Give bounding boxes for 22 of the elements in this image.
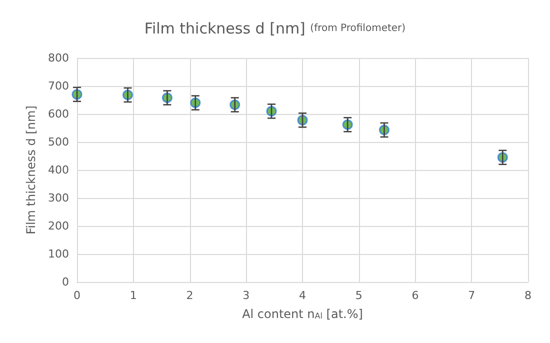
x-tick-label: 8 bbox=[524, 289, 532, 302]
x-tick-label: 7 bbox=[468, 289, 476, 302]
y-tick-label: 300 bbox=[48, 192, 69, 204]
chart-subtitle: (from Profilometer) bbox=[310, 23, 406, 34]
y-tick-label: 100 bbox=[48, 248, 69, 260]
x-tick-label: 6 bbox=[412, 289, 419, 302]
y-axis-title: Film thickness d [nm] bbox=[24, 106, 38, 234]
y-tick-label: 200 bbox=[48, 220, 69, 232]
x-tick-label: 5 bbox=[355, 289, 362, 302]
x-tick-label: 1 bbox=[130, 289, 137, 302]
chart-title: Film thickness d [nm] bbox=[144, 20, 310, 38]
y-tick-label: 500 bbox=[48, 136, 69, 148]
y-tick-label: 0 bbox=[62, 276, 69, 288]
x-tick-label: 4 bbox=[299, 289, 306, 302]
y-tick-label: 600 bbox=[48, 108, 69, 120]
x-tick-label: 2 bbox=[186, 289, 194, 302]
y-tick-label: 400 bbox=[48, 164, 69, 176]
x-tick-label: 3 bbox=[242, 289, 250, 302]
x-axis-title: Al content nAl [at.%] bbox=[242, 307, 363, 321]
x-tick-label: 0 bbox=[74, 289, 80, 302]
y-tick-label: 700 bbox=[48, 80, 69, 92]
y-tick-label: 800 bbox=[48, 52, 69, 64]
